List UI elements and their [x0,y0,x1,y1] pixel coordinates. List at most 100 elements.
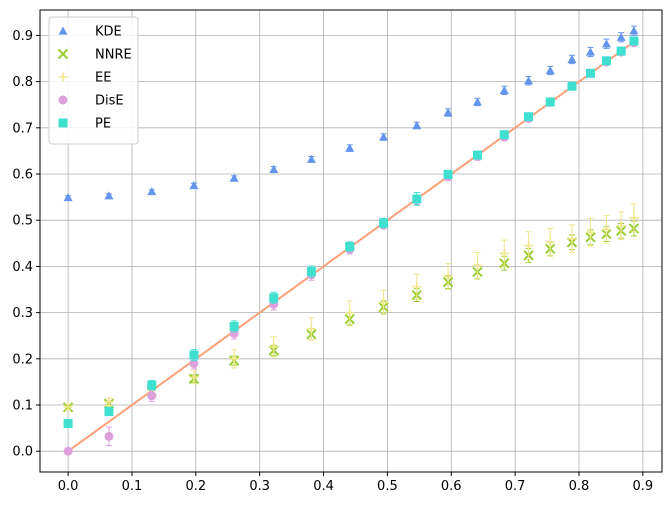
data-point-ee [104,397,114,407]
data-point-ee [63,402,73,412]
data-point-kde [616,32,626,41]
series-ee [63,203,639,412]
data-point-pe [412,194,422,204]
x-axis: 0.0 0.1 0.2 0.3 0.4 0.5 0.6 0.7 0.8 0.9 [58,472,653,494]
data-point-ee [567,234,577,244]
data-point-pe [567,81,577,91]
y-tick-label: 0.3 [12,306,33,321]
legend-marker-nnre [57,48,69,60]
data-point-ee [616,221,626,231]
legend-item-nnre: NNRE [57,48,132,63]
data-point-kde [379,132,389,141]
data-point-pe [443,169,453,179]
data-point-pe [269,293,279,303]
x-tick-label: 0.2 [185,479,206,494]
legend-label: EE [95,71,111,86]
legend-label: KDE [95,25,122,40]
legend-marker-kde [58,26,68,35]
y-axis: 0.0 0.1 0.2 0.3 0.4 0.5 0.6 0.7 0.8 0.9 [12,29,40,460]
x-tick-label: 0.9 [632,479,653,494]
data-point-kde [443,108,453,117]
data-point-kde [306,154,316,163]
data-point-dise [104,431,114,441]
data-point-kde [545,66,555,75]
data-point-ee [412,282,422,292]
data-point-ee [229,354,239,364]
data-point-ee [189,372,199,382]
y-tick-label: 0.5 [12,214,33,229]
y-tick-label: 0.9 [12,29,33,44]
legend-item-dise: DisE [58,94,124,109]
data-point-kde [567,54,577,64]
data-point-dise [189,358,199,368]
x-tick-label: 0.0 [58,479,79,494]
data-point-pe [499,130,509,140]
legend-box [48,16,139,145]
data-point-kde [499,85,509,94]
data-point-pe [601,56,611,66]
data-point-kde [189,181,199,190]
x-tick-label: 0.8 [569,479,590,494]
legend-label: PE [95,117,111,132]
data-point-ee [629,213,639,223]
data-point-pe [147,380,157,390]
legend-item-pe: PE [58,117,111,132]
data-point-kde [63,193,73,202]
y-tick-label: 0.0 [12,445,33,460]
legend-marker-dise [58,95,68,105]
data-point-ee [472,260,482,270]
data-point-kde [524,76,534,85]
data-point-kde [601,39,611,48]
legend-item-kde: KDE [58,25,122,40]
data-point-ee [585,227,595,237]
x-tick-label: 0.7 [505,479,526,494]
y-tick-label: 0.2 [12,352,33,367]
legend: KDE NNRE EE DisE PE [48,16,139,145]
data-point-pe [472,150,482,160]
data-point-ee [306,324,316,334]
x-tick-label: 0.6 [441,479,462,494]
data-point-ee [499,248,509,258]
legend-label: DisE [95,94,124,109]
data-point-ee [545,237,555,247]
data-point-kde [104,191,114,200]
data-point-kde [472,97,482,106]
data-point-pe [585,68,595,78]
data-point-pe [104,406,114,416]
data-point-kde [412,121,422,130]
data-point-kde [585,47,595,56]
data-point-pe [63,418,73,428]
data-point-pe [345,242,355,252]
x-tick-label: 0.1 [122,479,143,494]
data-point-ee [269,342,279,352]
data-point-kde [229,173,239,182]
data-point-dise [147,391,157,401]
series-kde [63,25,639,202]
data-points [62,25,640,456]
data-point-kde [345,143,355,152]
data-point-pe [616,46,626,56]
data-point-pe [379,218,389,228]
y-tick-label: 0.7 [12,121,33,136]
data-point-pe [229,321,239,331]
data-point-ee [601,224,611,234]
y-tick-label: 0.1 [12,399,33,414]
data-point-ee [379,297,389,307]
x-tick-label: 0.3 [249,479,270,494]
data-point-pe [545,97,555,107]
data-point-dise [63,446,73,456]
legend-label: NNRE [95,48,132,63]
legend-item-ee: EE [58,71,111,86]
data-point-pe [306,266,316,276]
y-tick-label: 0.8 [12,75,33,90]
data-point-kde [147,187,157,196]
data-point-pe [524,112,534,122]
data-point-ee [443,272,453,282]
data-point-pe [629,36,639,46]
data-point-ee [524,241,534,251]
data-point-pe [189,350,199,360]
legend-marker-ee [58,72,68,82]
data-point-dise [229,328,239,338]
series-pe [63,36,639,428]
